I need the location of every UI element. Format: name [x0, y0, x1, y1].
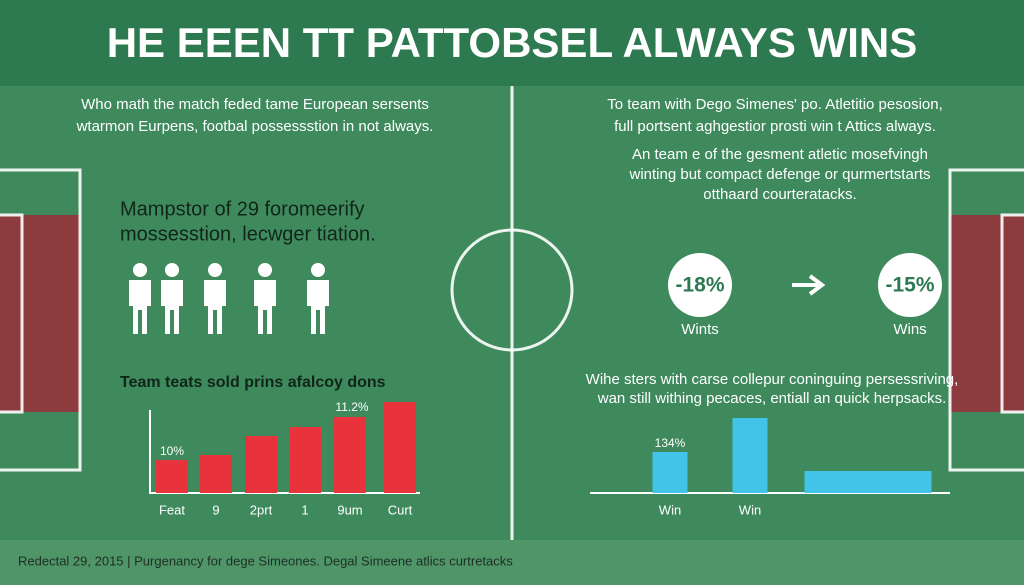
bar — [245, 436, 277, 493]
footer-bar — [0, 540, 1024, 585]
note: wan still withing pecaces, entiall an qu… — [597, 390, 947, 407]
x-tick-label: 2prt — [250, 502, 273, 517]
heading: mossesstion, lecwger tiation. — [120, 223, 376, 245]
title: HE EEEN TT PATTOBSEL ALWAYS WINS — [107, 19, 918, 66]
annotation: 10% — [160, 444, 184, 458]
annotation: 11.2% — [335, 400, 368, 414]
intro: Who math the match feded tame European s… — [81, 96, 429, 113]
paragraph: winting but compact defenge or qurmertst… — [629, 166, 931, 183]
stat-label: Wins — [893, 321, 926, 338]
stat-label: Wints — [681, 321, 719, 338]
x-tick-label: 9 — [212, 502, 219, 517]
banner — [0, 0, 1024, 86]
footer: Redectal 29, 2015 | Purgenancy for dege … — [18, 553, 513, 568]
bar — [804, 471, 932, 493]
bar — [289, 427, 321, 493]
x-tick-label: 9um — [337, 502, 362, 517]
annotation: 134% — [655, 436, 686, 450]
x-tick-label: Win — [659, 502, 681, 517]
heading: Mampstor of 29 foromeerify — [120, 198, 365, 220]
note: Wihe sters with carse collepur coninguin… — [586, 371, 959, 388]
paragraph: An team e of the gesment atletic mosefvi… — [632, 146, 928, 163]
arrow — [792, 274, 826, 296]
stat-circle — [878, 253, 942, 317]
intro: full portsent aghgestior prosti win t At… — [614, 118, 936, 135]
paragraph: otthaard courteratacks. — [703, 186, 856, 203]
stat-value: -18% — [675, 274, 724, 297]
stat-circle — [668, 253, 732, 317]
bar — [156, 460, 188, 493]
chart-title: Team teats sold prins afalcoy dons — [120, 374, 386, 391]
bar — [200, 455, 232, 493]
axis — [149, 410, 420, 494]
right-goal-area — [950, 215, 1024, 412]
bar — [384, 402, 416, 493]
x-tick-label: Feat — [159, 502, 185, 517]
bar — [732, 418, 768, 493]
bar — [652, 452, 688, 493]
center-circle — [450, 228, 574, 352]
intro: To team with Dego Simenes' po. Atletitio… — [607, 96, 943, 113]
pitch-lines — [0, 86, 1024, 540]
left-goal-area — [0, 215, 80, 412]
bar — [334, 417, 366, 493]
x-tick-label: Win — [739, 502, 761, 517]
x-tick-label: Curt — [388, 502, 413, 517]
x-tick-label: 1 — [301, 502, 308, 517]
stat-value: -15% — [885, 274, 934, 297]
intro: wtarmon Eurpens, footbal possessstion in… — [76, 118, 434, 135]
